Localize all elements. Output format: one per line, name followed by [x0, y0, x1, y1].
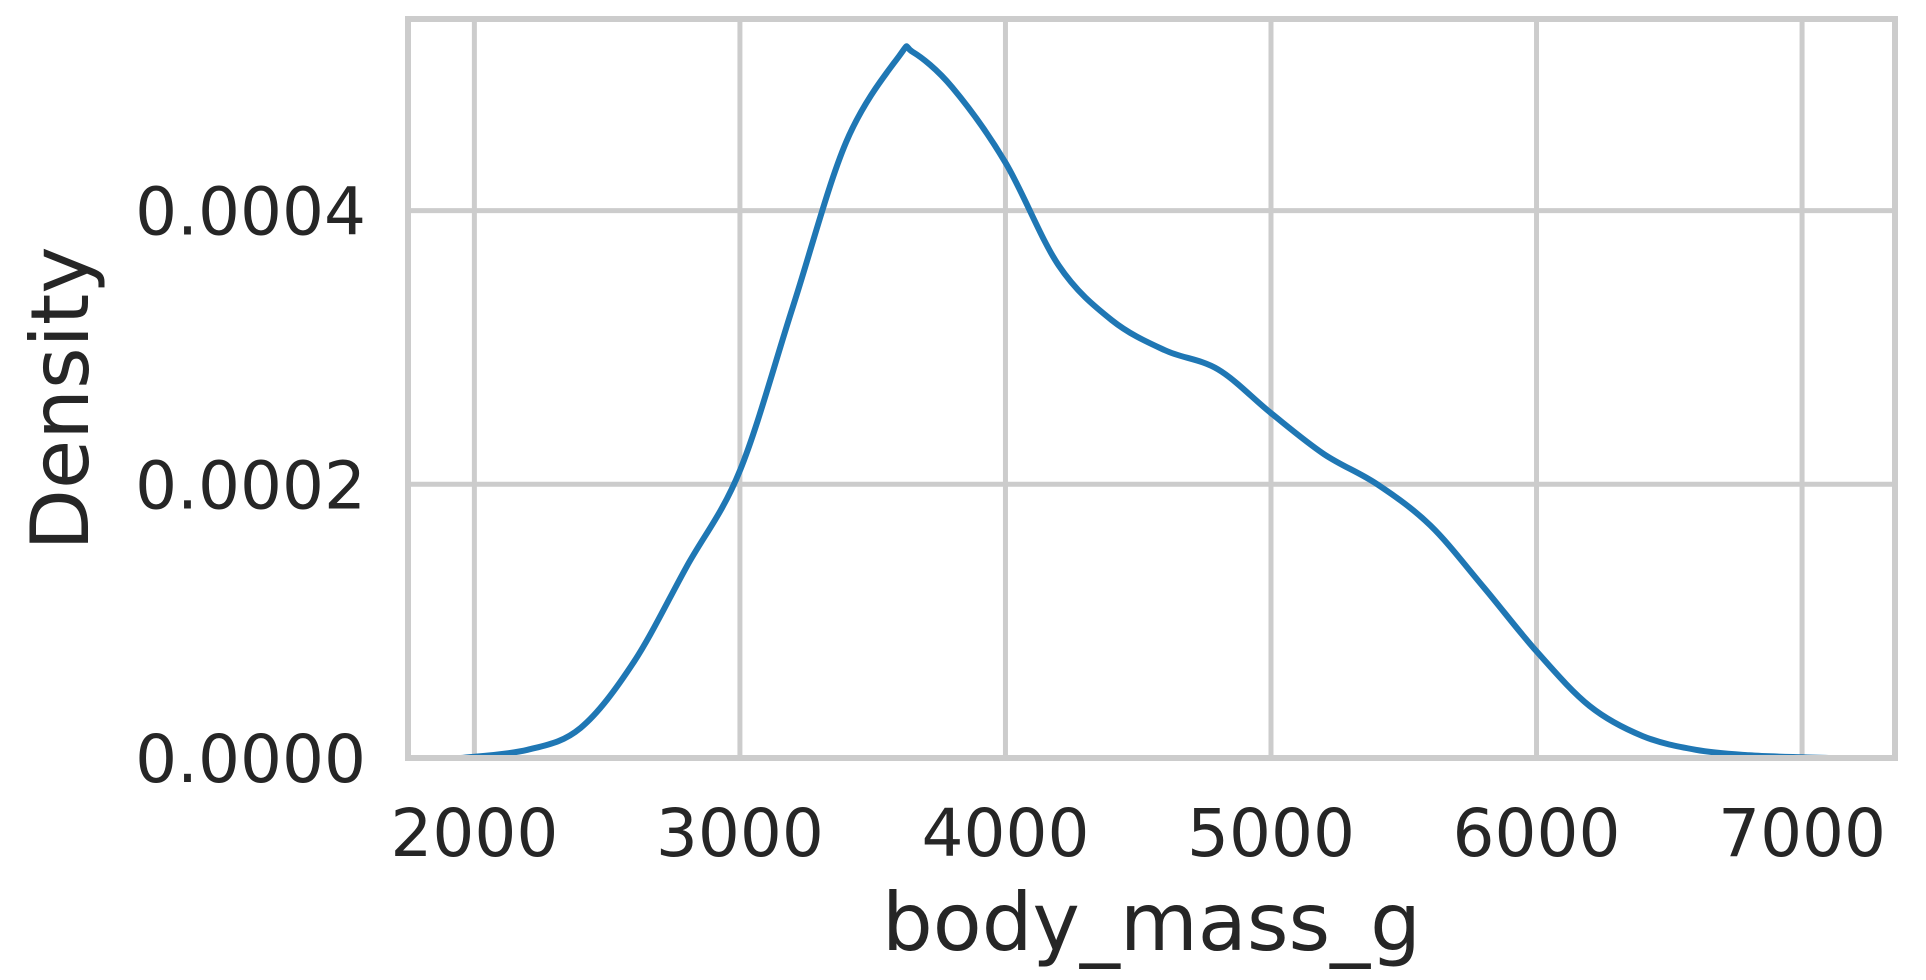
y-tick-label: 0.0004 [135, 174, 366, 251]
x-tick-label: 4000 [921, 795, 1089, 872]
x-tick-label: 3000 [656, 795, 824, 872]
x-tick-label: 5000 [1187, 795, 1355, 872]
y-axis-label: Density [14, 246, 107, 550]
y-tick-label: 0.0000 [135, 721, 366, 798]
x-tick-label: 2000 [390, 795, 558, 872]
x-axis-label: body_mass_g [882, 876, 1421, 969]
x-tick-label: 7000 [1718, 795, 1886, 872]
x-tick-label: 6000 [1453, 795, 1621, 872]
x-tick-labels: 2000 3000 4000 5000 6000 7000 [390, 795, 1886, 872]
y-tick-label: 0.0002 [135, 447, 366, 524]
series-layer [458, 43, 1832, 761]
density-line-series-0 [458, 43, 1832, 761]
grid [408, 19, 1895, 761]
plot-frame [405, 16, 1898, 761]
y-tick-labels: 0.0000 0.0002 0.0004 [135, 174, 366, 798]
